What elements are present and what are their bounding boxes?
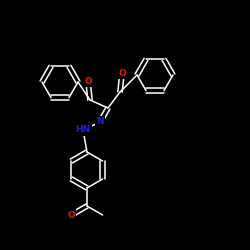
Text: O: O [68,210,75,220]
Text: O: O [84,76,92,86]
Text: HN: HN [76,126,90,134]
Text: O: O [118,68,126,78]
Text: N: N [96,118,104,126]
